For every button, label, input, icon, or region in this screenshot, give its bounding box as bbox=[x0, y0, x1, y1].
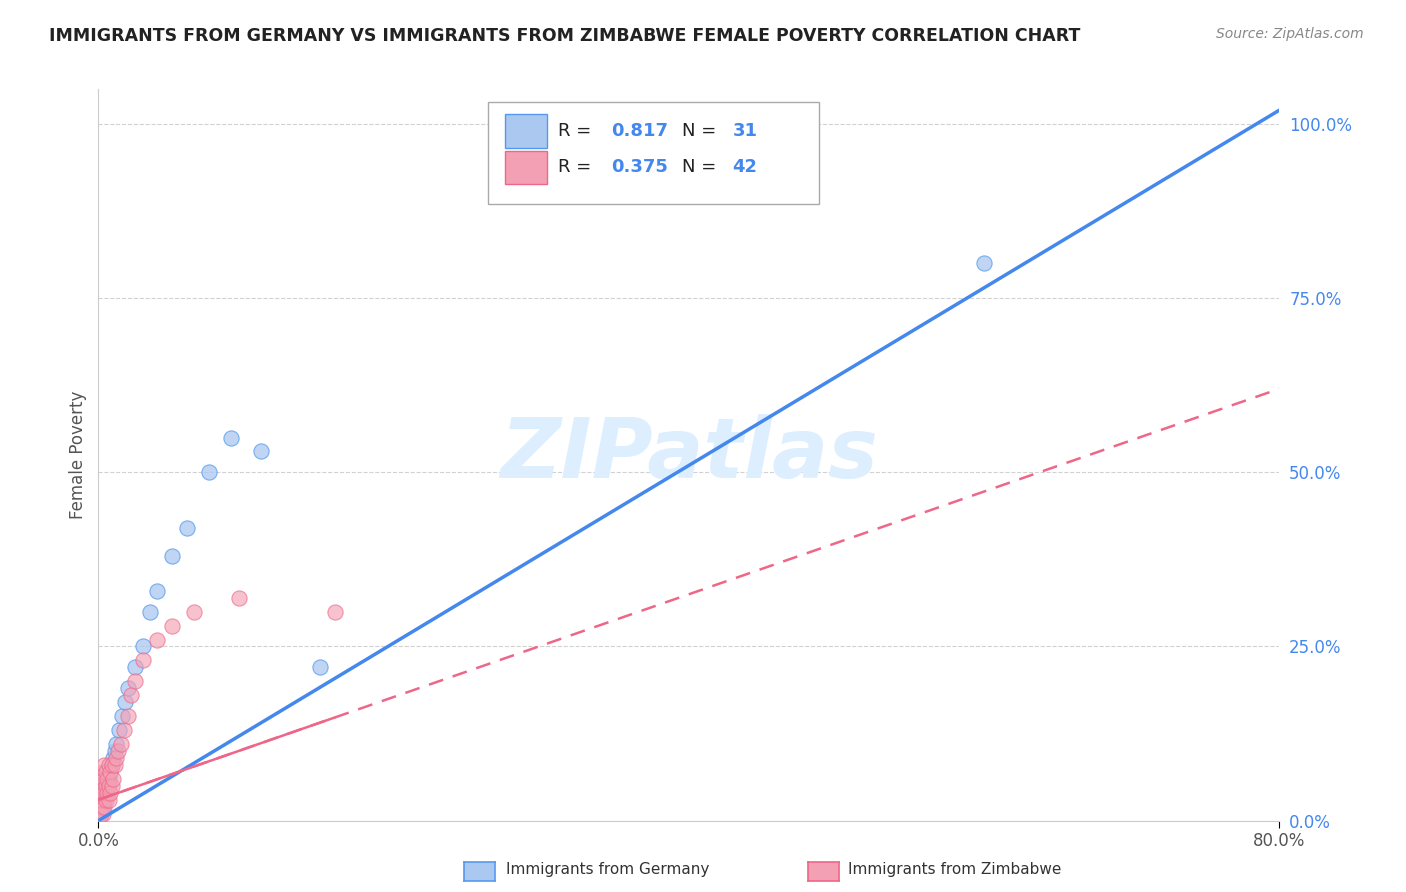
Point bbox=[96, 786, 118, 800]
Point bbox=[108, 723, 131, 737]
Point bbox=[96, 772, 118, 786]
Point bbox=[100, 779, 122, 793]
Point bbox=[112, 723, 135, 737]
Point bbox=[97, 772, 120, 786]
Point bbox=[114, 695, 136, 709]
Point bbox=[98, 764, 121, 779]
Point bbox=[146, 632, 169, 647]
Point bbox=[93, 793, 115, 807]
Point bbox=[139, 605, 162, 619]
Text: R =: R = bbox=[558, 159, 596, 177]
Point bbox=[176, 521, 198, 535]
Point bbox=[89, 806, 111, 821]
Point bbox=[132, 640, 155, 654]
Point bbox=[111, 709, 134, 723]
Point bbox=[94, 779, 117, 793]
Text: N =: N = bbox=[682, 122, 721, 140]
Point bbox=[91, 806, 114, 821]
Y-axis label: Female Poverty: Female Poverty bbox=[69, 391, 87, 519]
Point bbox=[162, 549, 183, 563]
Point bbox=[228, 591, 250, 605]
Text: 42: 42 bbox=[733, 159, 758, 177]
Point bbox=[94, 786, 117, 800]
Point bbox=[183, 605, 205, 619]
Point bbox=[91, 779, 114, 793]
FancyBboxPatch shape bbox=[505, 151, 547, 185]
Point bbox=[120, 688, 142, 702]
Text: N =: N = bbox=[682, 159, 721, 177]
Point bbox=[107, 744, 129, 758]
Point bbox=[90, 799, 112, 814]
Point bbox=[93, 786, 115, 800]
Text: 0.817: 0.817 bbox=[612, 122, 668, 140]
Point bbox=[221, 430, 243, 444]
Point bbox=[89, 799, 111, 814]
Point bbox=[96, 779, 118, 793]
Point bbox=[132, 653, 155, 667]
Text: ZIPatlas: ZIPatlas bbox=[501, 415, 877, 495]
Point bbox=[104, 744, 127, 758]
Point bbox=[105, 737, 128, 751]
Point bbox=[110, 737, 132, 751]
Point bbox=[91, 764, 114, 779]
Point bbox=[124, 660, 146, 674]
Point bbox=[117, 709, 139, 723]
Point bbox=[973, 256, 995, 270]
Point bbox=[104, 758, 127, 772]
Point bbox=[162, 618, 183, 632]
FancyBboxPatch shape bbox=[488, 102, 818, 204]
Point bbox=[94, 793, 117, 807]
Point bbox=[323, 605, 346, 619]
Point bbox=[90, 799, 112, 814]
Point bbox=[91, 793, 114, 807]
Text: Immigrants from Germany: Immigrants from Germany bbox=[506, 863, 710, 877]
Point bbox=[89, 806, 111, 821]
Point bbox=[100, 758, 122, 772]
Point bbox=[90, 779, 112, 793]
Point bbox=[90, 806, 112, 821]
Point bbox=[98, 786, 121, 800]
Point bbox=[250, 444, 273, 458]
Point bbox=[97, 758, 120, 772]
Text: 0.375: 0.375 bbox=[612, 159, 668, 177]
Point bbox=[93, 772, 115, 786]
Point bbox=[124, 674, 146, 689]
Point bbox=[103, 751, 125, 765]
FancyBboxPatch shape bbox=[505, 114, 547, 148]
Point bbox=[93, 786, 115, 800]
Point bbox=[103, 772, 125, 786]
Point bbox=[98, 764, 121, 779]
Point bbox=[89, 793, 111, 807]
Point bbox=[90, 786, 112, 800]
Text: R =: R = bbox=[558, 122, 596, 140]
Text: Source: ZipAtlas.com: Source: ZipAtlas.com bbox=[1216, 27, 1364, 41]
Point bbox=[105, 751, 128, 765]
Text: 31: 31 bbox=[733, 122, 758, 140]
Point bbox=[97, 793, 120, 807]
Point bbox=[93, 799, 115, 814]
Text: IMMIGRANTS FROM GERMANY VS IMMIGRANTS FROM ZIMBABWE FEMALE POVERTY CORRELATION C: IMMIGRANTS FROM GERMANY VS IMMIGRANTS FR… bbox=[49, 27, 1081, 45]
Point bbox=[97, 779, 120, 793]
Point bbox=[93, 758, 115, 772]
Point bbox=[309, 660, 332, 674]
Point bbox=[91, 799, 114, 814]
Point bbox=[94, 779, 117, 793]
Point bbox=[100, 758, 122, 772]
Point bbox=[146, 583, 169, 598]
Point bbox=[198, 466, 221, 480]
Point bbox=[91, 793, 114, 807]
Point bbox=[94, 764, 117, 779]
Point bbox=[117, 681, 139, 696]
Text: Immigrants from Zimbabwe: Immigrants from Zimbabwe bbox=[848, 863, 1062, 877]
Point bbox=[90, 806, 112, 821]
